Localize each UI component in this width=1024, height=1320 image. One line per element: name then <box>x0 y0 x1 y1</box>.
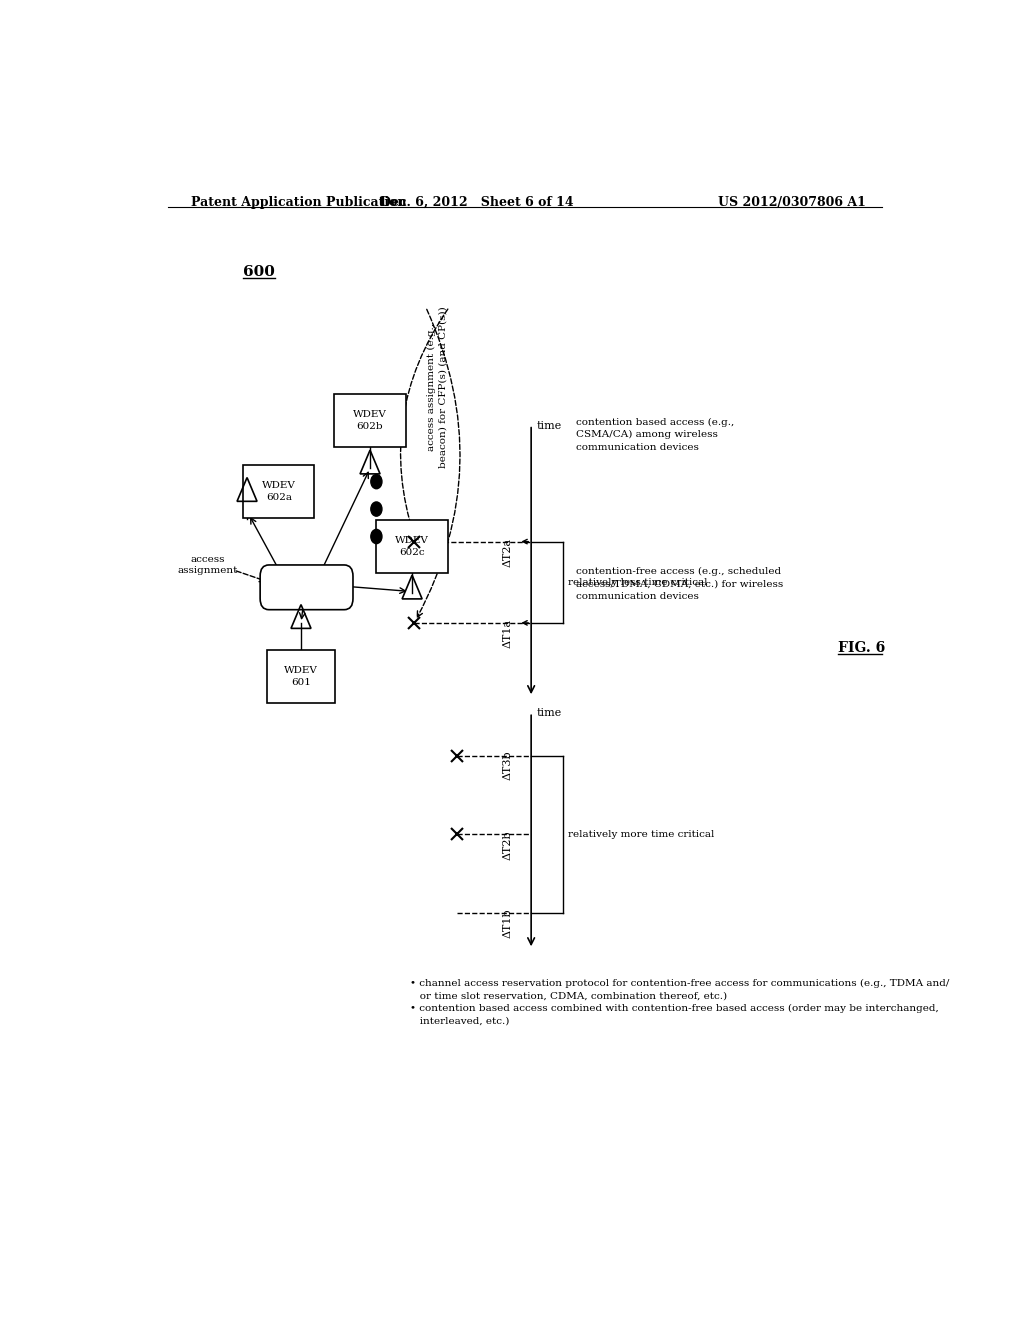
Circle shape <box>371 529 382 544</box>
Text: ΔT2b: ΔT2b <box>503 830 513 859</box>
Text: access
assignment: access assignment <box>177 554 238 576</box>
Text: US 2012/0307806 A1: US 2012/0307806 A1 <box>718 195 866 209</box>
FancyBboxPatch shape <box>377 520 447 573</box>
Text: WDEV
601: WDEV 601 <box>284 667 317 688</box>
Text: contention-free access (e.g., scheduled
access/TDMA, CDMA, etc.) for wireless
co: contention-free access (e.g., scheduled … <box>577 568 783 601</box>
Text: contention based access (e.g.,
CSMA/CA) among wireless
communication devices: contention based access (e.g., CSMA/CA) … <box>577 417 734 451</box>
Text: ΔT3b: ΔT3b <box>503 751 513 780</box>
FancyBboxPatch shape <box>260 565 353 610</box>
Text: 600: 600 <box>243 265 275 279</box>
Text: FIG. 6: FIG. 6 <box>839 642 886 655</box>
FancyBboxPatch shape <box>243 466 314 519</box>
Text: ΔT1b: ΔT1b <box>503 908 513 939</box>
Text: Dec. 6, 2012   Sheet 6 of 14: Dec. 6, 2012 Sheet 6 of 14 <box>380 195 574 209</box>
Text: access assignment (e.g.,
beacon) for CFP(s) (and CP(s)): access assignment (e.g., beacon) for CFP… <box>427 306 447 467</box>
Text: WDEV
602b: WDEV 602b <box>353 411 387 432</box>
Text: WDEV
602c: WDEV 602c <box>395 536 429 557</box>
Text: relatively less time critical: relatively less time critical <box>568 578 708 586</box>
Text: Patent Application Publication: Patent Application Publication <box>191 195 407 209</box>
Text: ΔT2a: ΔT2a <box>503 537 513 568</box>
Text: ΔT1a: ΔT1a <box>503 619 513 648</box>
Text: time: time <box>537 709 562 718</box>
Circle shape <box>371 474 382 488</box>
FancyBboxPatch shape <box>267 651 335 704</box>
Text: time: time <box>537 421 562 430</box>
Circle shape <box>371 502 382 516</box>
Text: WDEV
602a: WDEV 602a <box>262 482 296 502</box>
FancyBboxPatch shape <box>334 395 406 447</box>
Text: relatively more time critical: relatively more time critical <box>568 830 715 838</box>
Text: • channel access reservation protocol for contention-free access for communicati: • channel access reservation protocol fo… <box>410 978 949 1026</box>
